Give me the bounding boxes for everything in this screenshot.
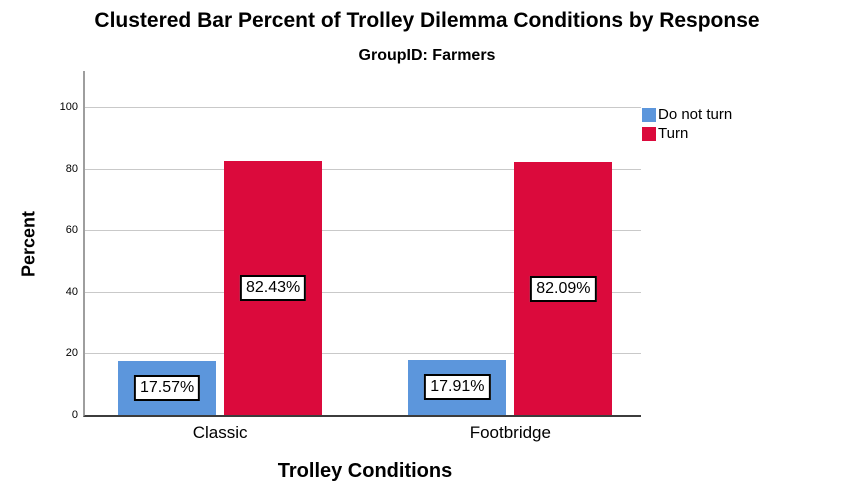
y-tick-label-100: 100 [59, 101, 78, 113]
y-tick-label-40: 40 [65, 285, 78, 298]
value-label-classic-turn: 82.43% [239, 275, 307, 302]
value-label-footbridge-turn: 82.09% [530, 275, 597, 302]
value-label-classic-do-not-turn: 17.57% [133, 374, 201, 401]
legend-label-do-not-turn: Do not turn [658, 106, 733, 123]
y-axis-title: Percent [18, 210, 39, 278]
y-tick-label-60: 60 [65, 224, 78, 237]
gridline-100 [85, 107, 641, 108]
legend: Do not turn Turn [642, 105, 732, 143]
x-category-label-classic: Classic [192, 423, 248, 442]
y-tick-label-0: 0 [71, 409, 78, 421]
plot-area: 17.57% 82.43% 17.91% 82.09% [83, 71, 641, 417]
x-axis-title: Trolley Conditions [277, 460, 453, 482]
y-tick-label-20: 20 [65, 347, 78, 360]
gridline-20 [85, 353, 641, 355]
chart-subtitle: GroupID: Farmers [358, 47, 496, 64]
gridline-40 [85, 291, 641, 293]
chart-title: Clustered Bar Percent of Trolley Dilemma… [94, 9, 760, 32]
legend-item-turn: Turn [642, 124, 732, 143]
legend-swatch-do-not-turn [642, 107, 656, 122]
legend-item-do-not-turn: Do not turn [642, 105, 732, 124]
value-label-footbridge-do-not-turn: 17.91% [424, 374, 491, 401]
legend-label-turn: Turn [658, 125, 689, 142]
x-category-label-footbridge: Footbridge [469, 423, 551, 442]
legend-swatch-turn [642, 126, 656, 141]
gridline-60 [85, 230, 641, 232]
y-tick-label-80: 80 [65, 162, 78, 175]
gridline-80 [85, 168, 641, 170]
